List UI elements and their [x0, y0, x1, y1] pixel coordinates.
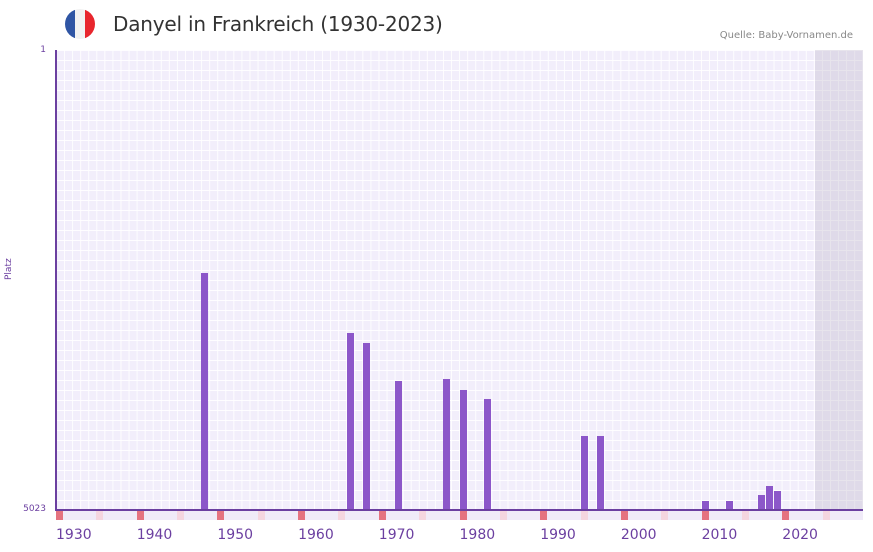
x-tick-2000: 2000 [620, 527, 657, 543]
x-tick-1960: 1960 [298, 527, 334, 543]
bar-1978[interactable] [443, 379, 451, 510]
bar-1966[interactable] [346, 333, 354, 510]
year-marker-1965 [338, 511, 346, 520]
x-axis [55, 509, 863, 511]
year-marker-1975 [419, 511, 427, 520]
year-marker-1950 [217, 511, 225, 520]
bar-2010[interactable] [701, 501, 709, 510]
x-tick-1990: 1990 [540, 527, 576, 543]
x-tick-1970: 1970 [378, 527, 415, 543]
grid [56, 50, 863, 510]
france-flag-icon [65, 9, 95, 39]
bar-2013[interactable] [725, 501, 733, 510]
year-marker-2025 [822, 511, 830, 520]
y-tick-top: 1 [40, 45, 46, 55]
year-marker-1940 [136, 511, 144, 520]
x-tick-1930: 1930 [56, 527, 92, 543]
year-marker-1990 [540, 511, 548, 520]
bar-1972[interactable] [394, 381, 402, 510]
year-marker-1960 [298, 511, 306, 520]
year-marker-2010 [701, 511, 709, 520]
future-shaded-region [814, 50, 863, 510]
year-marker-2015 [741, 511, 749, 520]
chart-title: Danyel in Frankreich (1930-2023) [113, 12, 443, 36]
x-tick-1950: 1950 [217, 527, 254, 543]
source-credit: Quelle: Baby-Vornamen.de [719, 30, 853, 41]
flag-red [85, 9, 95, 39]
year-marker-2005 [661, 511, 669, 520]
bar-1997[interactable] [596, 435, 604, 510]
x-tick-1980: 1980 [459, 527, 496, 543]
flag-white [75, 9, 85, 39]
year-marker-1995 [580, 511, 588, 520]
bar-1948[interactable] [201, 273, 209, 510]
year-marker-1985 [499, 511, 507, 520]
year-marker-2000 [620, 511, 628, 520]
bar-2017[interactable] [758, 494, 766, 510]
bar-1983[interactable] [483, 398, 491, 510]
bar-2019[interactable] [774, 491, 782, 510]
y-axis [55, 50, 57, 511]
bar-2018[interactable] [766, 486, 774, 510]
plot-area [56, 50, 863, 510]
x-tick-2020: 2020 [782, 527, 818, 543]
year-marker-1955 [257, 511, 265, 520]
year-marker-1970 [378, 511, 386, 520]
year-marker-1930 [56, 511, 63, 520]
x-tick-2010: 2010 [701, 527, 738, 543]
bar-1980[interactable] [459, 390, 467, 510]
bar-1995[interactable] [580, 435, 588, 510]
year-marker-1980 [459, 511, 467, 520]
x-tick-1940: 1940 [136, 527, 173, 543]
year-marker-1935 [96, 511, 104, 520]
bar-1968[interactable] [362, 343, 370, 510]
year-marker-1945 [177, 511, 185, 520]
flag-blue [65, 9, 75, 39]
year-marker-2020 [782, 511, 790, 520]
y-axis-title: Platz [4, 258, 14, 280]
y-tick-bottom: 5023 [23, 504, 46, 514]
